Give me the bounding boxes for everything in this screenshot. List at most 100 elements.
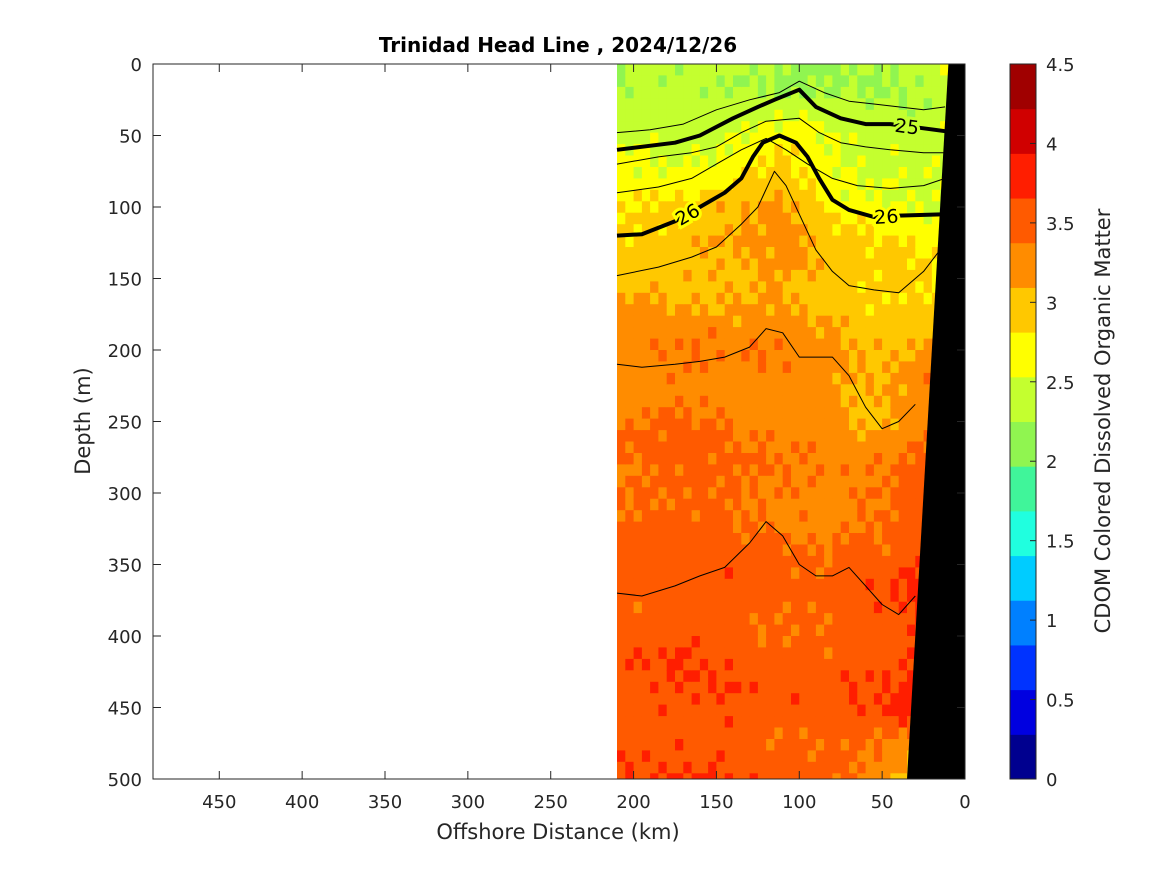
field-cell	[857, 601, 867, 614]
field-cell	[774, 578, 784, 591]
field-cell	[832, 601, 842, 614]
field-cell	[691, 315, 701, 328]
field-cell	[625, 292, 635, 305]
field-cell	[799, 167, 809, 179]
field-cell	[724, 361, 734, 374]
field-cell	[865, 64, 875, 76]
field-cell	[840, 647, 850, 660]
field-cell	[699, 258, 709, 271]
field-cell	[849, 658, 858, 671]
field-cell	[898, 636, 908, 648]
field-cell	[757, 601, 767, 614]
field-cell	[840, 773, 850, 779]
field-cell	[691, 544, 701, 557]
field-cell	[617, 453, 626, 465]
field-cell	[633, 555, 643, 568]
field-cell	[890, 761, 900, 774]
field-cell	[724, 716, 734, 729]
field-cell	[691, 384, 701, 397]
field-cell	[923, 327, 933, 340]
field-cell	[666, 601, 676, 614]
field-cell	[683, 464, 693, 477]
field-cell	[724, 510, 734, 523]
field-cell	[824, 121, 833, 134]
field-cell	[675, 121, 684, 134]
field-cell	[633, 681, 643, 694]
field-cell	[865, 304, 875, 317]
field-cell	[824, 704, 833, 717]
field-cell	[666, 578, 676, 591]
field-cell	[699, 121, 709, 134]
field-cell	[650, 327, 659, 340]
field-cell	[625, 258, 635, 271]
field-cell	[691, 98, 701, 111]
field-cell	[907, 167, 916, 179]
colorbar-band	[1010, 689, 1036, 735]
field-cell	[716, 258, 726, 271]
field-cell	[915, 464, 925, 477]
field-cell	[840, 121, 850, 134]
field-cell	[757, 761, 767, 774]
field-cell	[666, 704, 676, 717]
field-cell	[915, 384, 925, 397]
field-cell	[807, 716, 817, 729]
field-cell	[650, 132, 659, 145]
field-cell	[923, 189, 933, 202]
field-cell	[724, 292, 734, 305]
field-cell	[882, 144, 891, 157]
field-cell	[766, 555, 775, 568]
field-cell	[658, 464, 668, 477]
field-cell	[625, 739, 635, 751]
field-cell	[733, 578, 742, 591]
field-cell	[865, 464, 875, 477]
field-cell	[666, 453, 676, 465]
field-cell	[716, 658, 726, 671]
field-cell	[824, 601, 833, 614]
field-cell	[683, 693, 693, 706]
field-cell	[898, 498, 908, 511]
field-cell	[666, 144, 676, 157]
field-cell	[683, 315, 693, 328]
field-cell	[824, 670, 833, 683]
field-cell	[890, 521, 900, 534]
field-cell	[815, 555, 825, 568]
field-cell	[683, 647, 693, 660]
field-cell	[733, 155, 742, 168]
field-cell	[675, 533, 684, 545]
field-cell	[683, 258, 693, 271]
field-cell	[890, 178, 900, 191]
field-cell	[931, 64, 941, 76]
field-cell	[890, 601, 900, 614]
field-cell	[766, 75, 775, 88]
field-cell	[741, 636, 751, 648]
field-cell	[815, 567, 825, 580]
field-cell	[691, 693, 701, 706]
colorbar-tick-label: 3	[1046, 293, 1057, 314]
field-cell	[733, 327, 742, 340]
field-cell	[898, 327, 908, 340]
field-cell	[650, 258, 659, 271]
field-cell	[849, 144, 858, 157]
field-cell	[824, 441, 833, 454]
field-cell	[799, 670, 809, 683]
field-cell	[882, 167, 891, 179]
field-cell	[733, 681, 742, 694]
field-cell	[766, 327, 775, 340]
field-cell	[890, 75, 900, 88]
field-cell	[617, 464, 626, 477]
field-cell	[757, 739, 767, 751]
field-cell	[699, 292, 709, 305]
field-cell	[873, 132, 883, 145]
field-cell	[708, 384, 717, 397]
field-cell	[807, 167, 817, 179]
field-cell	[832, 739, 842, 751]
field-cell	[799, 212, 809, 225]
field-cell	[882, 430, 891, 443]
field-cell	[857, 109, 867, 122]
field-cell	[691, 510, 701, 523]
field-cell	[782, 64, 792, 76]
field-cell	[840, 761, 850, 774]
field-cell	[882, 567, 891, 580]
field-cell	[625, 269, 635, 282]
field-cell	[741, 533, 751, 545]
